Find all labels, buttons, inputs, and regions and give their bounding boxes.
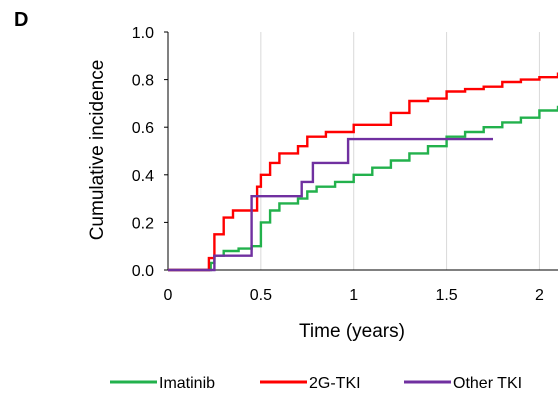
tick-labels-layer: 0.0 0.2 0.4 0.6 0.8 1.0 0 0.5 1 1.5 2 [132, 25, 544, 304]
x-tick-label-0: 0 [164, 287, 173, 304]
grid-layer [260, 32, 540, 270]
series-line-2g-tki [168, 72, 558, 272]
series-line-other-tki [168, 137, 493, 272]
legend-label-1: 2G-TKI [309, 375, 361, 392]
y-axis-title: Cumulative incidence [87, 60, 108, 241]
x-tick-label-1: 0.5 [250, 287, 272, 304]
y-tick-label-2: 0.4 [132, 168, 154, 185]
x-axis-title: Time (years) [299, 321, 405, 342]
legend-label-2: Other TKI [453, 375, 522, 392]
series-layer [168, 72, 558, 272]
y-tick-label-3: 0.6 [132, 120, 154, 137]
panel-label: D [14, 9, 28, 31]
x-tick-label-3: 1.5 [435, 287, 457, 304]
series-line-imatinib [168, 105, 558, 272]
x-tick-label-2: 1 [349, 287, 358, 304]
y-tick-label-5: 1.0 [132, 25, 154, 42]
legend-label-0: Imatinib [159, 375, 215, 392]
y-tick-label-0: 0.0 [132, 263, 154, 280]
y-tick-label-1: 0.2 [132, 215, 154, 232]
x-tick-label-4: 2 [535, 287, 544, 304]
legend: Imatinib 2G-TKI Other TKI [110, 375, 522, 392]
y-tick-label-4: 0.8 [132, 73, 154, 90]
axes-layer [164, 31, 558, 271]
